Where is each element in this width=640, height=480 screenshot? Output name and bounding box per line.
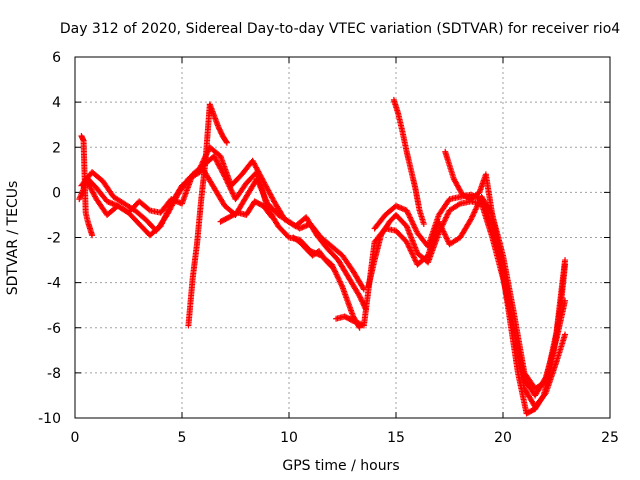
y-tick-label: -4 (47, 276, 61, 292)
data-point (145, 206, 152, 213)
data-point (420, 220, 427, 227)
y-axis-label: SDTVAR / TECUs (5, 181, 21, 296)
data-point (455, 201, 462, 208)
data-point (356, 293, 363, 300)
series-short-10h (290, 234, 335, 270)
series-short-8h (217, 198, 275, 225)
y-tick-label: -8 (47, 366, 61, 382)
data-point (267, 212, 274, 219)
series-rise-6h (185, 101, 230, 329)
grid-lines (75, 57, 610, 418)
x-tick-label: 15 (387, 430, 405, 446)
series-arc-a (76, 153, 363, 331)
data-point (562, 331, 569, 338)
chart-title: Day 312 of 2020, Sidereal Day-to-day VTE… (60, 21, 620, 37)
y-tick-labels: -10 -8 -6 -4 -2 0 2 4 6 (38, 50, 61, 427)
data-point (358, 297, 365, 304)
data-point (223, 138, 230, 145)
x-axis-label: GPS time / hours (282, 458, 399, 474)
x-tick-label: 20 (494, 430, 512, 446)
series-short-0h (78, 132, 96, 239)
y-tick-label: 2 (52, 140, 61, 156)
x-tick-label: 25 (601, 430, 619, 446)
x-tick-label: 0 (71, 430, 80, 446)
x-tick-label: 10 (280, 430, 298, 446)
plot-frame (74, 56, 611, 419)
data-point (89, 232, 96, 239)
data-point (357, 295, 364, 302)
x-tick-labels: 0 5 10 15 20 25 (71, 430, 619, 446)
data-point (539, 393, 546, 400)
y-tick-label: 0 (52, 185, 61, 201)
y-tick-label: 6 (52, 50, 61, 66)
data-point (357, 294, 364, 301)
data-point (562, 261, 569, 268)
series-arc-c (82, 166, 367, 293)
data-points (76, 96, 569, 417)
series-arc-f (333, 193, 569, 392)
data-point (360, 285, 367, 292)
y-tick-label: -6 (47, 321, 61, 337)
y-tick-label: -10 (38, 411, 61, 427)
data-point (268, 214, 275, 221)
series-arc-g (442, 148, 569, 417)
y-tick-label: -2 (47, 231, 61, 247)
x-tick-label: 5 (178, 430, 187, 446)
y-tick-label: 4 (52, 95, 61, 111)
series-arc-b (78, 144, 370, 313)
series-rise-15h (390, 96, 427, 227)
data-point (327, 262, 334, 269)
data-point (223, 139, 230, 146)
data-point (328, 263, 335, 270)
